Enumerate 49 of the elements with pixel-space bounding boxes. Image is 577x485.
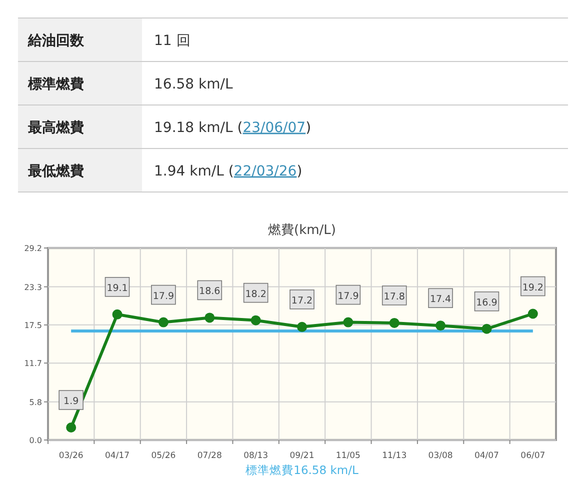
point	[66, 422, 76, 433]
y-tick-label: 0.0	[29, 436, 42, 445]
point	[297, 322, 307, 332]
point	[250, 315, 261, 326]
text: 1.94 km/L (22/03/26)	[154, 163, 302, 180]
data-label: 1.9	[64, 396, 79, 408]
point	[482, 324, 492, 334]
x-tick-label: 04/17	[105, 451, 130, 461]
ref-line-label: 標準燃費16.58 km/L	[246, 463, 359, 477]
point	[389, 318, 400, 328]
text: 最高燃費	[27, 118, 84, 136]
text: 標準燃費	[27, 76, 84, 92]
point	[528, 308, 538, 319]
x-tick-label: 04/07	[474, 451, 499, 461]
data-label: 17.9	[152, 290, 174, 302]
x-tick-label: 07/28	[197, 451, 222, 461]
y-tick-label: 17.5	[24, 320, 42, 330]
data-label: 17.2	[291, 295, 313, 306]
x-tick-label: 11/13	[382, 451, 407, 461]
text: 16.58 km/L	[154, 76, 233, 92]
data-label: 17.4	[430, 294, 452, 306]
chart-title: 燃費(km/L)	[268, 223, 336, 238]
x-tick-label: 11/05	[336, 451, 360, 461]
x-tick-label: 09/21	[290, 451, 314, 461]
data-label: 17.8	[384, 291, 405, 302]
data-label: 19.1	[106, 282, 128, 294]
x-tick-label: 06/07	[520, 451, 546, 461]
y-tick-label: 11.7	[24, 359, 42, 368]
text: 19.18 km/L (23/06/07)	[154, 120, 312, 136]
y-tick-label: 5.8	[29, 398, 42, 407]
data-label: 19.2	[522, 282, 544, 294]
x-tick-label: 08/13	[244, 451, 268, 461]
x-tick-label: 05/26	[151, 451, 176, 461]
y-tick-label: 23.3	[24, 282, 42, 292]
point	[436, 320, 446, 331]
point	[204, 312, 215, 323]
point	[343, 317, 354, 328]
point	[112, 309, 122, 320]
data-label: 17.9	[338, 290, 359, 302]
data-label: 18.2	[245, 288, 266, 300]
x-tick-label: 03/08	[428, 451, 453, 461]
y-tick-label: 29.2	[24, 244, 42, 253]
text: 給油回数	[27, 32, 85, 49]
point	[158, 317, 168, 328]
text: 11 回	[154, 32, 190, 49]
data-label: 18.6	[199, 286, 220, 298]
text: 最低燃費	[27, 163, 84, 180]
x-tick-label: 03/26	[58, 451, 84, 461]
data-label: 16.9	[476, 297, 498, 308]
